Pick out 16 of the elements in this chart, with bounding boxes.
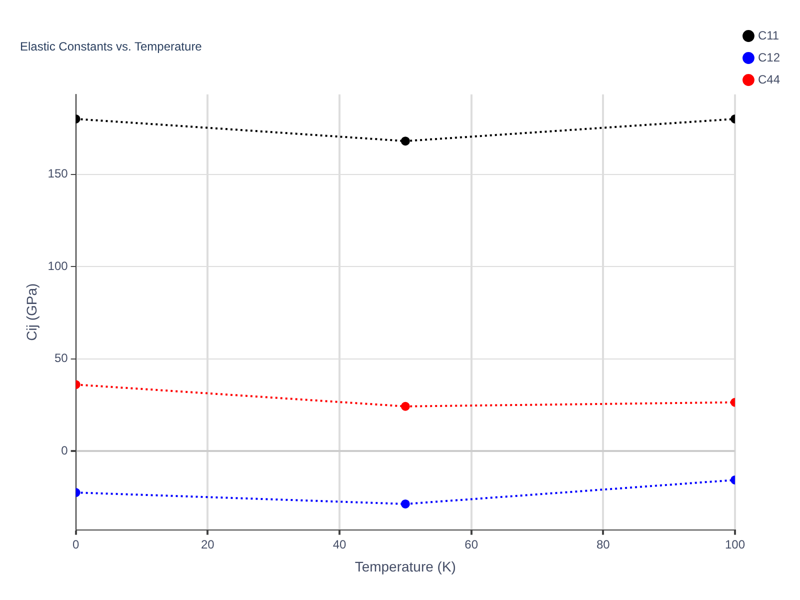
x-tick-label: 0 bbox=[72, 537, 80, 552]
x-tick-label: 60 bbox=[464, 537, 478, 552]
y-axis-title: Cij (GPa) bbox=[23, 283, 40, 341]
y-tick-label: 0 bbox=[61, 443, 68, 458]
y-tick-label: 50 bbox=[54, 351, 68, 366]
y-tick-label: 100 bbox=[48, 258, 68, 273]
x-tick-label: 100 bbox=[724, 537, 746, 552]
x-tick-label: 20 bbox=[200, 537, 215, 552]
legend-label: C44 bbox=[758, 72, 780, 86]
y-tick-label: 150 bbox=[48, 166, 68, 181]
x-tick-label: 80 bbox=[596, 537, 610, 552]
legend-label: C12 bbox=[758, 50, 780, 64]
x-axis-title: Temperature (K) bbox=[354, 558, 456, 574]
chart-title: Elastic Constants vs. Temperature bbox=[20, 40, 202, 54]
x-tick-label: 40 bbox=[332, 537, 346, 552]
legend-label: C11 bbox=[758, 28, 780, 42]
